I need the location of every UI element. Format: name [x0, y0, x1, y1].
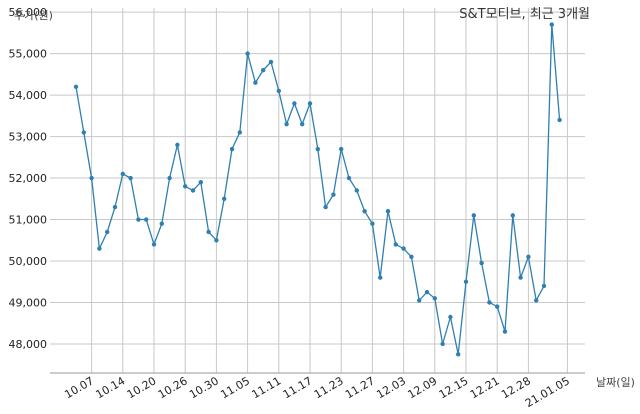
x-tick-label: 11.27: [343, 374, 377, 401]
data-point: [401, 246, 406, 251]
data-point: [261, 68, 266, 73]
data-point: [393, 242, 398, 247]
data-points: [73, 22, 562, 357]
data-point: [120, 171, 126, 177]
x-tick-label: 11.17: [281, 374, 315, 401]
data-point: [151, 242, 157, 247]
data-point: [346, 175, 352, 181]
x-tick-label: 11.23: [312, 374, 346, 401]
y-tick-label: 54,000: [9, 89, 48, 102]
data-point: [136, 217, 141, 222]
y-axis-label: 주가(원): [14, 9, 53, 22]
data-point: [307, 101, 313, 106]
data-point: [409, 254, 414, 260]
data-point: [300, 121, 305, 127]
x-tick-label: 12.15: [437, 374, 471, 401]
data-point: [471, 213, 476, 218]
x-tick-label: 10.07: [62, 374, 96, 401]
data-point: [432, 296, 437, 301]
data-point: [222, 196, 227, 201]
data-point: [97, 246, 102, 251]
data-point: [206, 229, 211, 235]
y-tick-label: 53,000: [9, 131, 48, 144]
data-point: [284, 121, 289, 127]
data-point: [424, 289, 430, 295]
data-point: [315, 146, 320, 152]
data-point: [534, 298, 539, 303]
data-point: [144, 217, 149, 222]
data-point: [81, 130, 87, 135]
data-point: [198, 180, 203, 185]
data-point: [237, 130, 242, 135]
data-point: [190, 188, 196, 193]
x-tick-label: 10.20: [125, 374, 159, 401]
x-tick-label: 10.30: [187, 374, 221, 401]
data-point: [502, 329, 508, 334]
data-point: [159, 221, 164, 226]
data-point: [292, 101, 297, 106]
data-point: [370, 221, 375, 226]
data-point: [463, 279, 469, 284]
data-point: [557, 117, 562, 123]
data-point: [89, 175, 94, 181]
data-point: [549, 22, 554, 27]
data-point: [510, 213, 515, 218]
data-point: [354, 188, 359, 193]
data-point: [526, 254, 531, 260]
price-series-line: [75, 24, 561, 355]
x-tick-label: 21.01.05: [523, 374, 572, 410]
data-point: [479, 260, 484, 266]
y-tick-label: 55,000: [9, 48, 48, 61]
data-point: [440, 341, 445, 347]
y-tick-label: 52,000: [9, 172, 48, 185]
data-point: [229, 146, 235, 152]
data-point: [73, 84, 79, 90]
y-tick-label: 48,000: [9, 338, 48, 351]
data-point: [175, 142, 180, 148]
y-tick-label: 50,000: [9, 255, 48, 268]
y-tick-labels: 48,000 49,000 50,000 51,000 52,000 53,000 54,0…: [9, 6, 48, 351]
x-axis-label: 날짜(일): [596, 375, 635, 389]
x-tick-labels: 10.0710.1410.2010.2610.3011.0511.1111.17…: [62, 374, 572, 410]
data-point: [128, 175, 133, 181]
data-point: [167, 175, 172, 181]
data-point: [183, 184, 188, 189]
data-point: [105, 229, 110, 235]
x-tick-label: 11.05: [218, 374, 252, 401]
data-point: [378, 275, 383, 280]
y-tick-label: 51,000: [9, 214, 48, 227]
data-point: [518, 275, 523, 280]
x-tick-label: 10.14: [94, 374, 128, 401]
y-tick-label: 49,000: [9, 296, 48, 309]
data-point: [362, 209, 367, 214]
chart-title: S&T모티브, 최근 3개월: [459, 7, 590, 22]
data-point: [323, 204, 328, 210]
data-point: [487, 300, 492, 305]
data-point: [448, 314, 453, 320]
data-point: [541, 283, 547, 289]
data-point: [276, 88, 281, 94]
grid-layer: [50, 8, 585, 373]
data-point: [417, 298, 422, 303]
x-tick-label: 12.09: [406, 374, 440, 401]
data-point: [495, 304, 500, 309]
data-point: [253, 80, 258, 85]
x-tick-label: 12.03: [374, 374, 408, 401]
data-point: [245, 51, 250, 56]
data-point: [331, 192, 336, 197]
x-tick-label: 10.26: [156, 374, 190, 401]
x-tick-label: 11.11: [250, 374, 284, 401]
data-point: [214, 238, 219, 243]
x-tick-label: 12.21: [468, 374, 502, 401]
data-point: [112, 204, 118, 210]
data-point: [456, 352, 461, 357]
data-point: [385, 209, 391, 214]
y-tick-label: 56,000: [9, 6, 48, 19]
data-point: [268, 59, 274, 65]
data-point: [339, 146, 344, 152]
